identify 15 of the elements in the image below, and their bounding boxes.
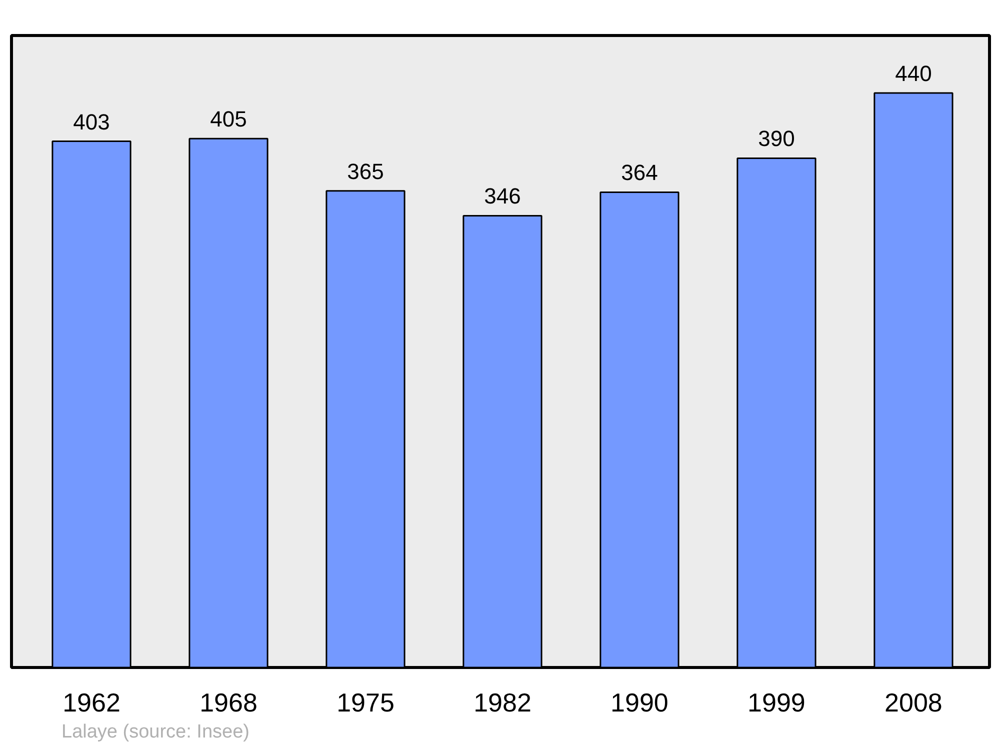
- data-label: 440: [895, 60, 932, 86]
- x-tick-label: 1982: [474, 688, 532, 718]
- x-tick-label: 2008: [884, 688, 942, 718]
- x-tick-label: 1962: [62, 688, 120, 718]
- x-tick-label: 1990: [610, 688, 668, 718]
- x-tick-label: 1999: [748, 688, 806, 718]
- data-label: 365: [347, 158, 384, 184]
- data-label: 405: [210, 106, 247, 132]
- data-label: 390: [758, 126, 795, 152]
- text: Lalaye (source: Insee): [62, 722, 250, 742]
- data-label: 364: [621, 160, 658, 186]
- data-label: 346: [484, 184, 521, 209]
- x-tick-label: 1975: [336, 688, 394, 718]
- x-tick-label: 1968: [200, 688, 258, 718]
- data-label: 403: [73, 109, 110, 134]
